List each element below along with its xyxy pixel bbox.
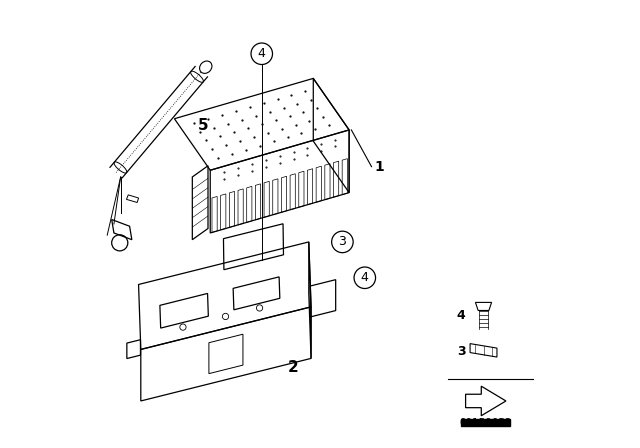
Text: 4: 4 <box>258 47 266 60</box>
Polygon shape <box>461 419 511 426</box>
Text: 3: 3 <box>457 345 465 358</box>
Text: 1: 1 <box>374 159 385 174</box>
Polygon shape <box>233 277 280 310</box>
Circle shape <box>354 267 376 289</box>
Circle shape <box>251 43 273 65</box>
Text: 00159052: 00159052 <box>460 418 512 428</box>
Polygon shape <box>160 293 209 328</box>
Circle shape <box>332 231 353 253</box>
Text: 5: 5 <box>198 118 209 133</box>
Text: 3: 3 <box>339 235 346 249</box>
Text: 4: 4 <box>361 271 369 284</box>
Text: 4: 4 <box>457 309 465 323</box>
Text: 2: 2 <box>288 360 298 375</box>
